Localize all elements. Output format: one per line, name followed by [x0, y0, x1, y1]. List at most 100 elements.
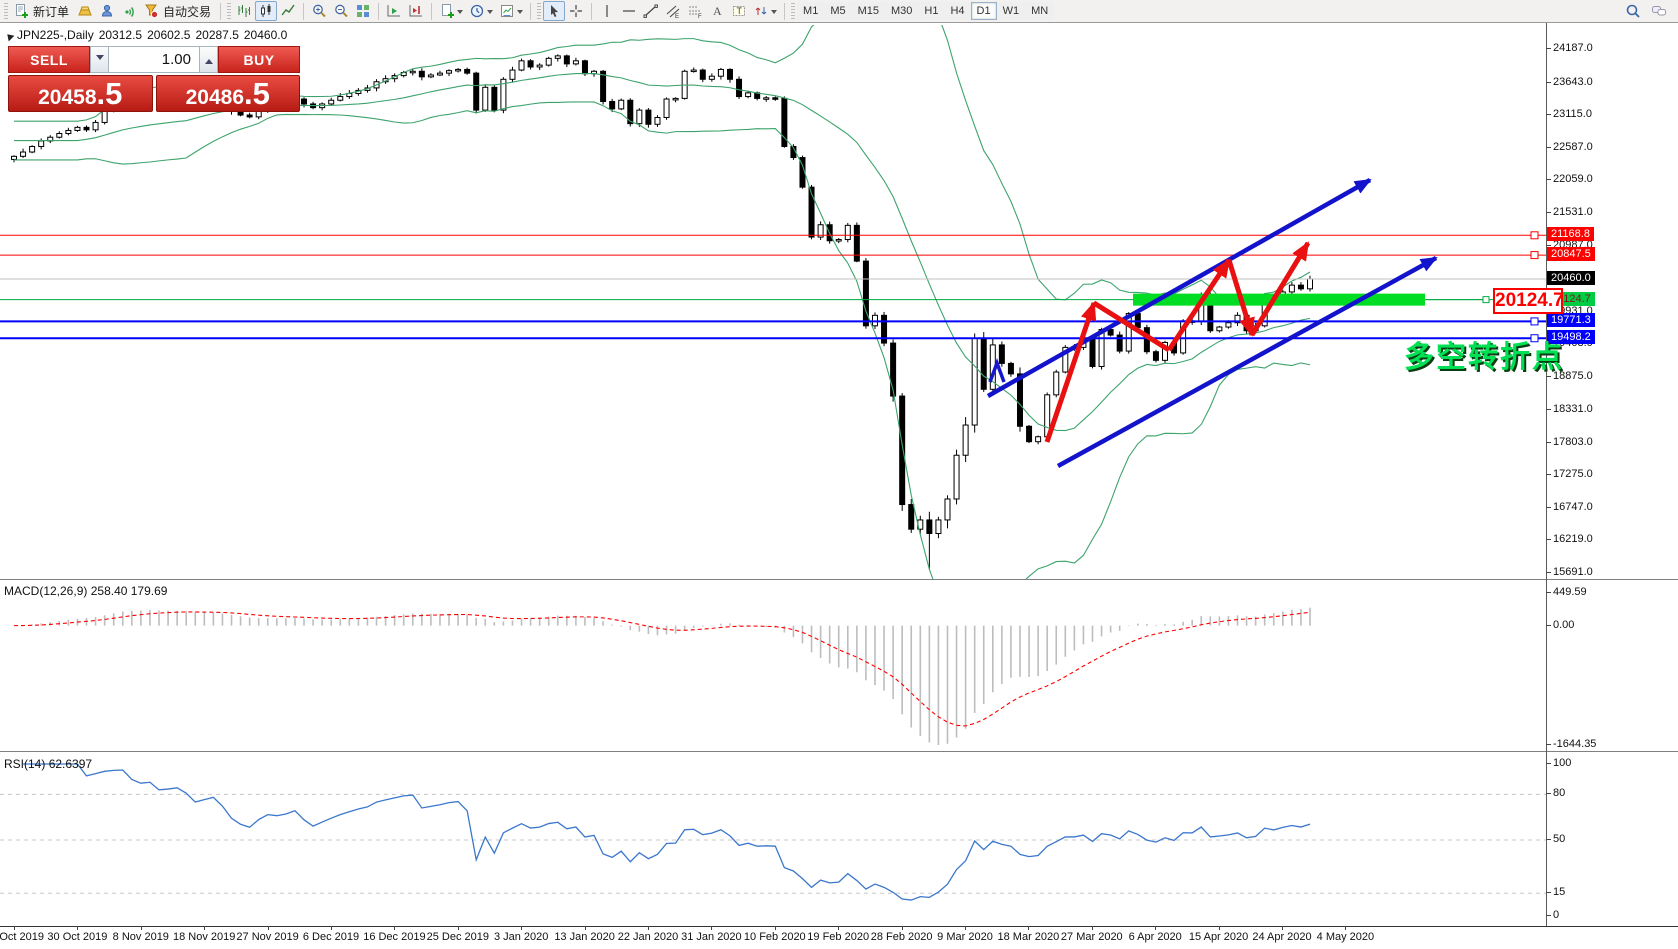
buy-button[interactable]: BUY: [218, 46, 300, 73]
autotrade-button[interactable]: 自动交易: [140, 1, 216, 21]
horizontal-line-icon: [621, 3, 637, 19]
pivot-point-note[interactable]: 多空转折点: [1404, 341, 1564, 374]
vertical-line-button[interactable]: [596, 1, 618, 21]
x-axis-tick: [394, 926, 396, 930]
chart-shift-icon: [408, 3, 424, 19]
tf-button-w1[interactable]: W1: [996, 2, 1026, 20]
y-axis-tick-label: 17275.0: [1546, 468, 1593, 481]
support-zone-band[interactable]: [1133, 293, 1490, 306]
toolbar-grip: [227, 3, 232, 19]
candle: [482, 86, 489, 111]
arrows-button[interactable]: [750, 1, 780, 21]
text-label-icon: T: [731, 3, 747, 19]
chart-shift-button[interactable]: [405, 1, 427, 21]
tile-windows-button[interactable]: [352, 1, 374, 21]
candle: [881, 314, 888, 344]
bar-chart-button[interactable]: [233, 1, 255, 21]
new-order-button[interactable]: 新订单: [10, 1, 74, 21]
candle: [436, 72, 443, 76]
new-chart-button[interactable]: [436, 1, 466, 21]
tf-button-m15[interactable]: M15: [851, 2, 885, 20]
zoom-in-button[interactable]: [308, 1, 330, 21]
pane-separator[interactable]: [0, 751, 1678, 752]
sell-button[interactable]: SELL: [8, 46, 90, 73]
community-button[interactable]: [96, 1, 118, 21]
candle: [763, 97, 770, 100]
sell-price-tile[interactable]: 20458.5: [8, 75, 153, 112]
x-axis-date-label: 25 Dec 2019: [426, 931, 489, 943]
candle: [1016, 373, 1023, 427]
horizontal-line-button[interactable]: [618, 1, 640, 21]
market-profile-button[interactable]: [74, 1, 96, 21]
tf-button-m30[interactable]: M30: [885, 2, 919, 20]
chart-marker[interactable]: [988, 357, 1006, 383]
text-label-button[interactable]: T: [728, 1, 750, 21]
candle: [246, 114, 253, 118]
candle: [83, 126, 90, 131]
x-axis-tick: [1028, 926, 1030, 930]
volume-increase-button[interactable]: [199, 46, 218, 73]
line-chart-button[interactable]: [277, 1, 299, 21]
price-badge: 19498.2: [1547, 330, 1595, 345]
equidistant-channel-button[interactable]: E: [662, 1, 684, 21]
crosshair-button[interactable]: [565, 1, 587, 21]
trendline-icon: [643, 3, 659, 19]
low-value: 20287.5: [195, 28, 239, 42]
x-axis-tick: [901, 926, 903, 930]
chart-window[interactable]: [0, 23, 1678, 949]
candle: [1035, 436, 1042, 443]
chat-button[interactable]: [1648, 1, 1670, 21]
x-axis-date-label: 6 Dec 2019: [302, 931, 360, 943]
zoom-out-button[interactable]: [330, 1, 352, 21]
text-button[interactable]: A: [706, 1, 728, 21]
spinner-down-icon: [95, 55, 104, 64]
tf-button-m1[interactable]: M1: [797, 2, 825, 20]
object-handles: [1530, 231, 1539, 343]
buy-price-tile[interactable]: 20486.5: [155, 75, 300, 112]
chat-icon: [1651, 3, 1667, 19]
tf-button-h4[interactable]: H4: [944, 2, 971, 20]
x-axis-tick: [77, 926, 79, 930]
auto-scroll-button[interactable]: [383, 1, 405, 21]
tf-button-m5[interactable]: M5: [824, 2, 852, 20]
templates-button[interactable]: [496, 1, 526, 21]
fibonacci-button[interactable]: F: [684, 1, 706, 21]
search-button[interactable]: [1622, 1, 1644, 21]
arrow-marker: [988, 357, 1006, 383]
signals-button[interactable]: [118, 1, 140, 21]
x-axis-tick: [1345, 926, 1347, 930]
periods-button[interactable]: [466, 1, 496, 21]
candlestick-chart-button[interactable]: [255, 1, 278, 21]
cursor-button[interactable]: [543, 1, 566, 21]
candle: [1288, 284, 1295, 293]
x-axis-tick: [648, 926, 649, 930]
macd-label: MACD(12,26,9) 258.40 179.69: [4, 584, 168, 598]
tf-button-mn[interactable]: MN: [1025, 2, 1055, 20]
collapse-icon[interactable]: [1, 28, 15, 42]
trend-channel-arrows[interactable]: [986, 178, 1438, 468]
rsi-label: RSI(14) 62.6397: [4, 757, 93, 771]
tf-button-h1[interactable]: H1: [918, 2, 945, 20]
candle: [708, 75, 715, 80]
zigzag-arrows[interactable]: [1044, 241, 1311, 443]
vertical-line-icon: [599, 3, 615, 19]
candle: [572, 60, 579, 65]
candle: [980, 337, 987, 390]
toolbar-separator: [530, 2, 532, 20]
main-chart-svg[interactable]: [0, 23, 1678, 949]
x-axis-tick: [965, 926, 966, 930]
volume-input[interactable]: [109, 46, 199, 73]
volume-decrease-button[interactable]: [90, 46, 109, 73]
candle: [699, 69, 706, 80]
line-chart-icon: [280, 3, 296, 19]
x-axis-date-label: 19 Feb 2020: [807, 931, 870, 943]
price-annotation-box[interactable]: 20124.7: [1493, 288, 1564, 314]
x-axis-tick: [521, 926, 523, 930]
candle: [337, 96, 344, 101]
tf-button-d1[interactable]: D1: [970, 2, 997, 20]
new-order-icon: [13, 3, 29, 19]
pane-separator[interactable]: [0, 579, 1678, 580]
svg-text:A: A: [713, 4, 722, 18]
svg-text:T: T: [737, 6, 743, 16]
trendline-button[interactable]: [640, 1, 662, 21]
